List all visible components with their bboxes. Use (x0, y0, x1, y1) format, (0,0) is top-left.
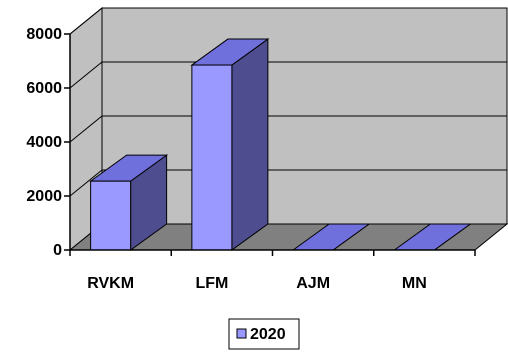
gridline-8000 (69, 7, 507, 35)
legend: 2020 (228, 318, 300, 350)
bar-lfm (190, 38, 270, 251)
x-tick-label-rvkm: RVKM (87, 275, 134, 292)
y-tick-label-4000: 4000 (26, 134, 62, 151)
bar-front-lfm (191, 64, 233, 251)
gridline-4000 (69, 115, 507, 143)
y-tick-label-2000: 2000 (26, 188, 62, 205)
x-tick-labels: RVKM LFM AJM MN (87, 275, 427, 292)
x-tick-label-mn: MN (402, 275, 427, 292)
y-tick-label-0: 0 (53, 242, 62, 259)
bar-front-rvkm (90, 180, 132, 251)
bar-rvkm (89, 154, 169, 251)
x-tick-label-lfm: LFM (195, 275, 228, 292)
gridlines (69, 7, 507, 197)
bars (89, 38, 472, 251)
y-tick-label-8000: 8000 (26, 26, 62, 43)
legend-label: 2020 (250, 326, 286, 343)
y-tick-label-6000: 6000 (26, 80, 62, 97)
bar-side-lfm (231, 38, 269, 251)
axes (64, 33, 476, 256)
y-tick-labels: 0 2000 4000 6000 8000 (26, 26, 62, 259)
gridline-2000 (69, 169, 507, 197)
x-tick-label-ajm: AJM (296, 275, 330, 292)
legend-swatch (236, 328, 247, 339)
gridline-6000 (69, 61, 507, 89)
